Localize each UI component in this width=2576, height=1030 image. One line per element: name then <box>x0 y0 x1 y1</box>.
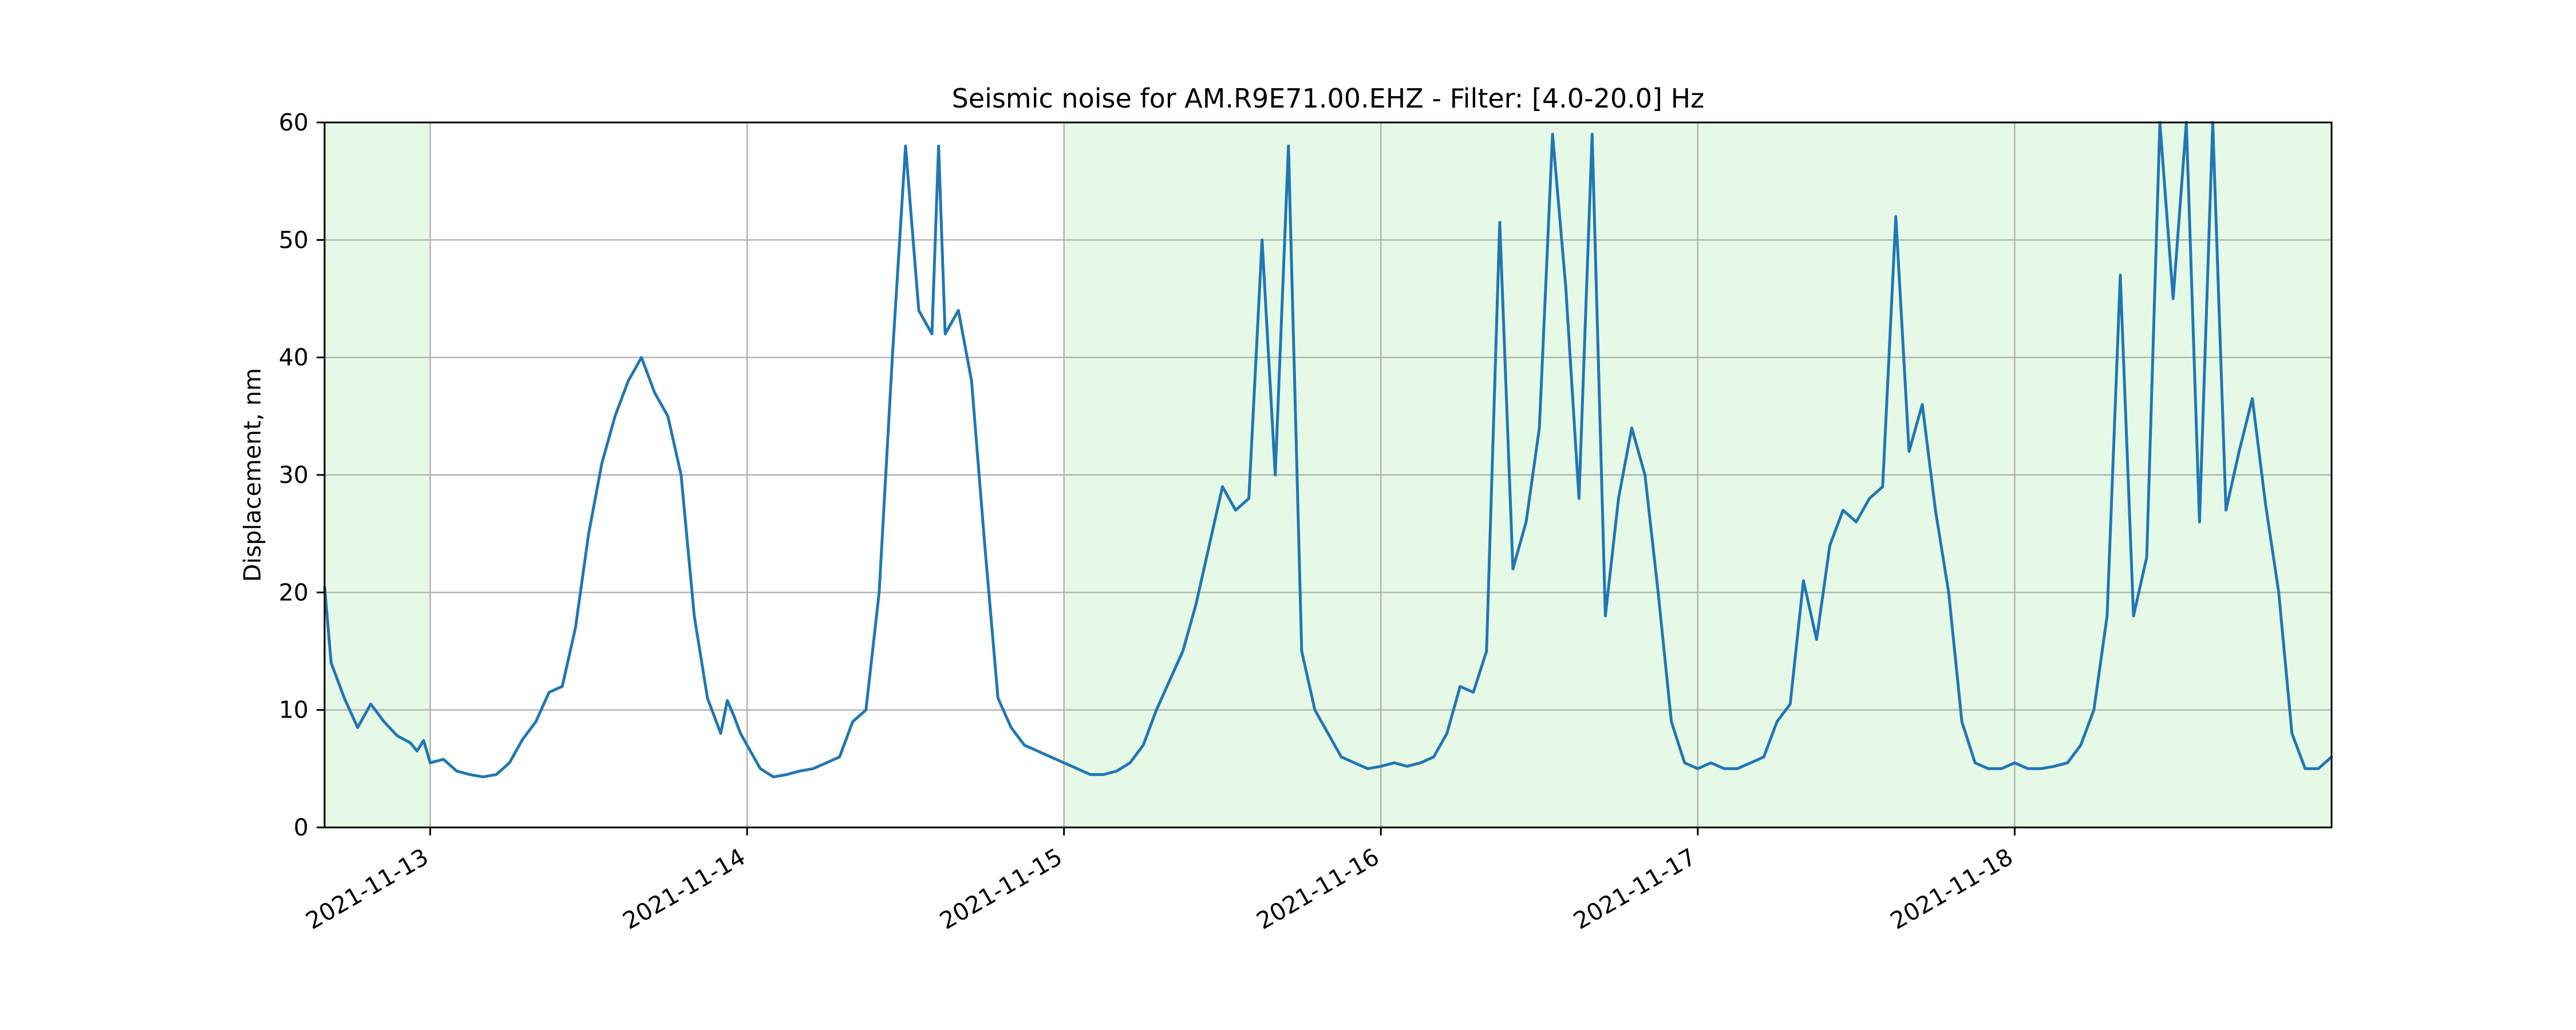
y-axis-ticks: 0 10 20 30 40 50 60 <box>279 109 325 841</box>
x-axis-ticks: 2021-11-13 2021-11-14 2021-11-15 2021-11-16… <box>301 827 2017 935</box>
y-tick-label: 50 <box>279 226 309 253</box>
y-tick-label: 60 <box>279 109 309 136</box>
series-line-0 <box>323 121 2333 779</box>
x-tick-label: 2021-11-18 <box>1886 843 2017 935</box>
x-tick-label: 2021-11-14 <box>618 843 750 935</box>
x-tick-label: 2021-11-16 <box>1252 843 1384 935</box>
x-tick-label: 2021-11-15 <box>935 843 1066 935</box>
y-axis-label: Displacement, nm <box>239 368 266 582</box>
y-tick-label: 0 <box>294 814 309 841</box>
y-tick-label: 10 <box>279 696 309 724</box>
x-tick-label: 2021-11-13 <box>301 843 433 935</box>
chart-title: Seismic noise for AM.R9E71.00.EHZ - Filt… <box>952 83 1705 114</box>
y-tick-label: 20 <box>279 579 309 606</box>
series-lines <box>323 121 2333 779</box>
y-tick-label: 30 <box>279 461 309 489</box>
y-tick-label: 40 <box>279 344 309 371</box>
x-tick-label: 2021-11-17 <box>1568 843 1700 935</box>
